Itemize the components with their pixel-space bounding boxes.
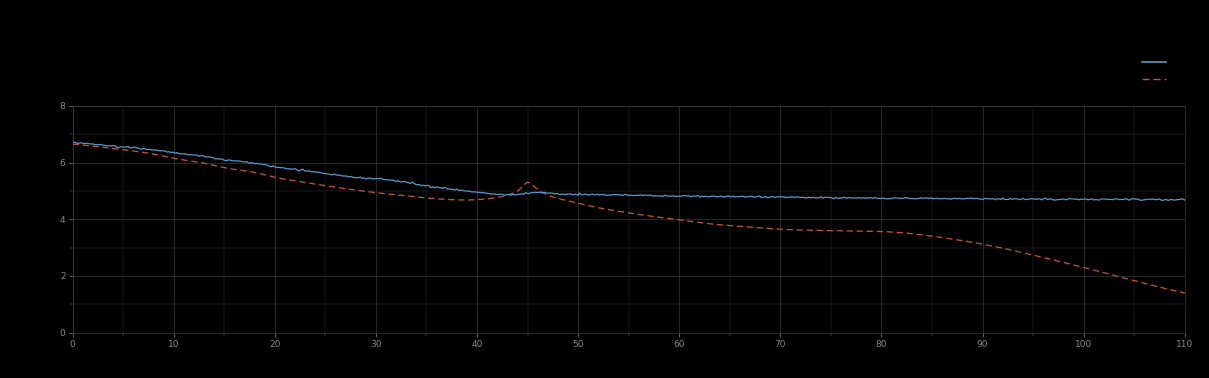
Legend:  ,  : , bbox=[1139, 54, 1180, 88]
